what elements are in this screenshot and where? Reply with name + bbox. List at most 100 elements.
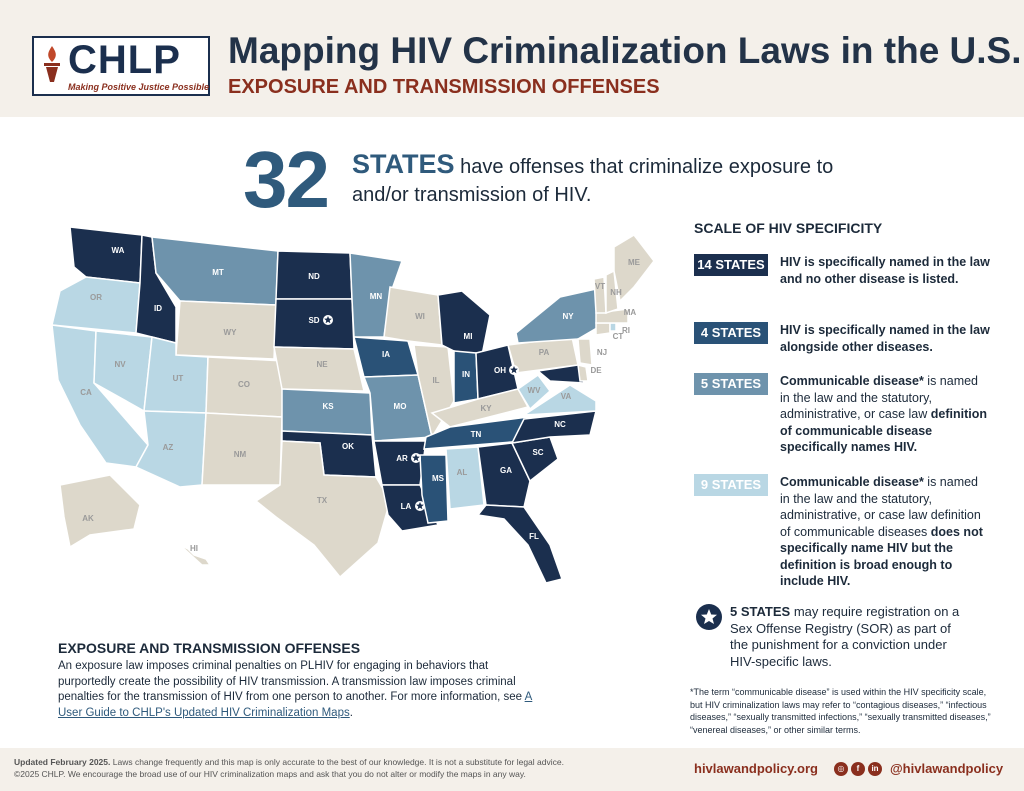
state-label-ma: MA	[624, 308, 637, 317]
state-label-nm: NM	[234, 450, 247, 459]
footer: Updated February 2025. Laws change frequ…	[0, 748, 1024, 791]
state-va	[521, 384, 597, 416]
logo-tagline: Making Positive Justice Possible	[68, 82, 210, 92]
scale-badge-4: 9 STATES	[694, 474, 768, 496]
star-icon	[696, 604, 722, 630]
website-link[interactable]: hivlawandpolicy.org	[694, 761, 819, 776]
exposure-title: EXPOSURE AND TRANSMISSION OFFENSES	[58, 640, 361, 656]
state-label-nc: NC	[554, 420, 566, 429]
state-ri	[609, 322, 617, 332]
state-tx	[254, 440, 391, 579]
state-me	[613, 234, 655, 303]
state-label-ia: IA	[382, 350, 390, 359]
state-wv	[516, 373, 552, 411]
state-label-ks: KS	[322, 402, 334, 411]
state-label-ny: NY	[562, 312, 574, 321]
state-wy	[175, 300, 277, 360]
chlp-logo[interactable]: CHLP Making Positive Justice Possible	[32, 36, 210, 96]
header-band: CHLP Making Positive Justice Possible Ma…	[0, 0, 1024, 117]
state-ms	[419, 454, 449, 524]
state-label-ct: CT	[613, 332, 624, 341]
state-label-ri: RI	[622, 326, 630, 335]
state-label-wv: WV	[528, 386, 542, 395]
state-label-mi: MI	[464, 332, 473, 341]
state-mi	[437, 290, 491, 356]
scale-desc-3: Communicable disease* is named in the la…	[780, 374, 988, 454]
state-ny	[515, 288, 603, 344]
sor-star-shape	[324, 316, 332, 324]
state-label-pa: PA	[539, 348, 550, 357]
state-wa	[69, 226, 143, 284]
linkedin-icon[interactable]: in	[868, 762, 882, 776]
state-label-fl: FL	[529, 532, 539, 541]
state-label-ut: UT	[173, 374, 184, 383]
scale-badge-2: 4 STATES	[694, 322, 768, 344]
state-md	[536, 364, 586, 384]
state-label-wi: WI	[415, 312, 425, 321]
state-label-oh: OH	[494, 366, 506, 375]
state-label-id: ID	[154, 304, 162, 313]
state-or	[51, 276, 141, 334]
state-label-nh: NH	[610, 288, 622, 297]
state-label-mt: MT	[212, 268, 224, 277]
state-label-ne: NE	[316, 360, 328, 369]
state-label-ak: AK	[82, 514, 94, 523]
state-label-sd: SD	[308, 316, 319, 325]
state-label-wa: WA	[112, 246, 125, 255]
states-count: 32	[243, 135, 330, 224]
us-map: WA OR CA NV ID MT WY UT AZ CO NM ND SD NE KS OK TX MN IA MO…	[51, 226, 655, 584]
instagram-icon[interactable]: ◎	[834, 762, 848, 776]
state-label-wy: WY	[224, 328, 238, 337]
state-fl	[476, 504, 563, 584]
state-label-al: AL	[457, 468, 468, 477]
state-nj	[577, 338, 593, 366]
headline-text: STATES have offenses that criminalize ex…	[352, 150, 852, 209]
scale-desc-1: HIV is specifically named in the law and…	[780, 255, 990, 286]
state-label-ky: KY	[480, 404, 492, 413]
state-mo	[362, 374, 433, 442]
footer-disclaimer: Updated February 2025. Laws change frequ…	[14, 757, 564, 779]
state-nh	[605, 269, 619, 315]
state-label-ga: GA	[500, 466, 512, 475]
state-label-mo: MO	[394, 402, 407, 411]
state-label-me: ME	[628, 258, 641, 267]
state-label-ca: CA	[80, 388, 92, 397]
state-label-ar: AR	[396, 454, 408, 463]
state-de	[577, 364, 589, 382]
state-ne	[273, 346, 365, 392]
state-nm	[201, 412, 283, 486]
state-label-or: OR	[90, 293, 102, 302]
sor-star-shape	[510, 366, 518, 374]
facebook-icon[interactable]: f	[851, 762, 865, 776]
scale-badge-3: 5 STATES	[694, 373, 768, 395]
state-label-md: MD	[586, 388, 599, 397]
state-label-ok: OK	[342, 442, 354, 451]
state-label-ms: MS	[432, 474, 445, 483]
headline-body: have offenses that criminalize exposure …	[352, 156, 834, 206]
state-al	[445, 446, 485, 510]
state-label-nj: NJ	[597, 348, 607, 357]
state-label-il: IL	[432, 376, 439, 385]
state-label-mn: MN	[370, 292, 383, 301]
state-ak	[59, 474, 141, 549]
state-ga	[477, 442, 531, 508]
scale-desc-2: HIV is specifically named in the law alo…	[780, 323, 990, 354]
state-label-va: VA	[561, 392, 572, 401]
sor-note: 5 STATES may require registration on a S…	[730, 604, 960, 669]
state-label-sc: SC	[532, 448, 543, 457]
state-hi	[179, 544, 212, 566]
scale-title: SCALE OF HIV SPECIFICITY	[694, 220, 883, 236]
state-label-tx: TX	[317, 496, 328, 505]
state-ct	[595, 322, 611, 336]
footnote: *The term “communicable disease” is used…	[690, 687, 991, 735]
social-handle[interactable]: @hivlawandpolicy	[890, 761, 1004, 776]
state-label-nd: ND	[308, 272, 320, 281]
state-label-hi: HI	[190, 544, 198, 553]
state-wi	[383, 286, 443, 346]
state-label-az: AZ	[163, 443, 174, 452]
user-guide-link[interactable]: A User Guide to CHLP's Updated HIV Crimi…	[58, 691, 533, 719]
state-label-la: LA	[401, 502, 412, 511]
state-labels: WA OR CA NV ID MT WY UT AZ CO NM ND SD NE KS OK TX MN IA MO…	[80, 246, 640, 553]
state-ks	[281, 388, 373, 436]
sor-star-shape	[412, 454, 420, 462]
